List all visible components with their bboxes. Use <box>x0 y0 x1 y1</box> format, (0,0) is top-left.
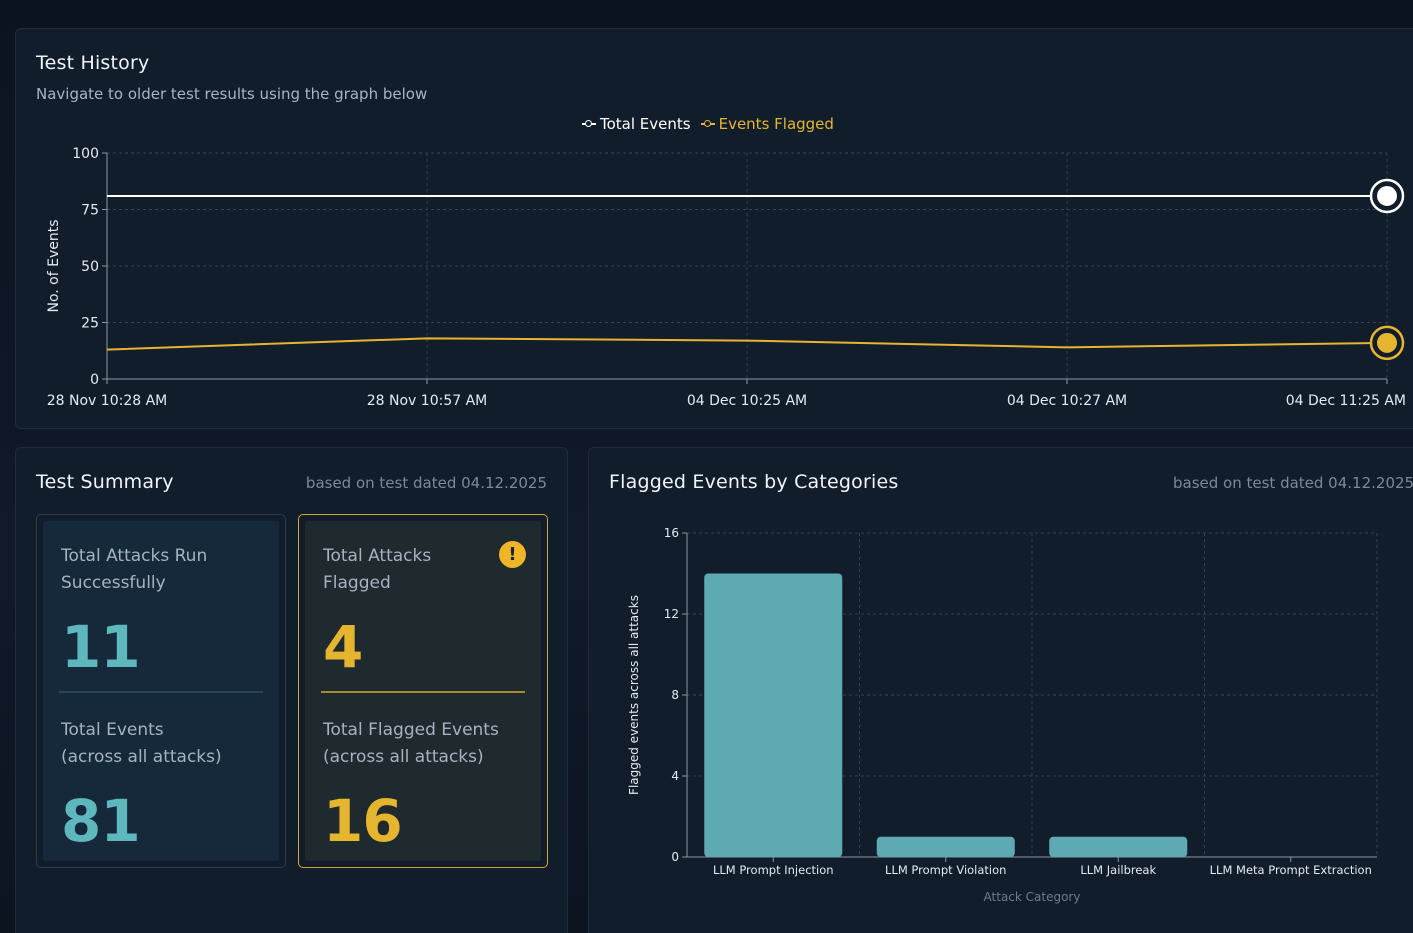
attacks-run-count: 11 <box>61 613 141 681</box>
label-line-1: Total Attacks Run <box>61 546 208 566</box>
y-axis-label: No. of Events <box>46 219 62 312</box>
history-line-chart[interactable]: 0 25 50 75 100 28 Nov 10:28 AM 28 Nov 10:57 AM… <box>16 29 1413 429</box>
label-line-2: (across all attacks) <box>323 747 484 767</box>
legend-label: Total Events <box>600 115 691 133</box>
label-line-2: (across all attacks) <box>61 747 222 767</box>
y-tick-label: 0 <box>90 372 99 388</box>
bar[interactable] <box>1049 836 1188 857</box>
x-tick-label: 04 Dec 10:27 AM <box>1007 393 1127 409</box>
attacks-successful-card[interactable]: Total Attacks Run Successfully 11 Total … <box>36 514 286 868</box>
legend-label: Events Flagged <box>718 115 834 133</box>
x-tick-label: 28 Nov 10:28 AM <box>47 393 168 409</box>
x-tick-label: 04 Dec 10:25 AM <box>687 393 807 409</box>
panel-title: Flagged Events by Categories <box>609 471 899 493</box>
flagged-categories-panel: Flagged Events by Categories based on te… <box>588 447 1413 933</box>
card-divider <box>321 691 525 693</box>
panel-subtitle: Navigate to older test results using the… <box>36 85 428 103</box>
bar[interactable] <box>876 836 1015 857</box>
card-label: Total Attacks Flagged <box>323 543 431 597</box>
test-date-meta: based on test dated 04.12.2025 <box>305 474 547 492</box>
attacks-flagged-card[interactable]: Total Attacks Flagged ! 4 Total Flagged … <box>298 514 548 868</box>
test-summary-panel: Test Summary based on test dated 04.12.2… <box>15 447 568 933</box>
line-marker-icon <box>582 119 596 129</box>
y-tick-label: 4 <box>671 769 679 783</box>
label-line-1: Total Attacks <box>323 546 432 566</box>
card-body: Total Attacks Flagged ! 4 Total Flagged … <box>305 521 541 861</box>
label-line-2: Flagged <box>323 573 391 593</box>
panel-title: Test Summary <box>36 471 174 493</box>
data-point <box>1377 332 1397 353</box>
x-tick-label: LLM Jailbreak <box>1080 863 1156 877</box>
card-label: Total Attacks Run Successfully <box>61 543 207 597</box>
legend-item-events-flagged[interactable]: Events Flagged <box>700 115 834 133</box>
attacks-flagged-count: 4 <box>323 613 363 681</box>
data-point <box>1377 185 1397 206</box>
categories-bar-chart[interactable]: 0 4 8 12 16 LLM Prompt Injection LLM Prompt Vi… <box>589 448 1413 933</box>
panel-title: Test History <box>36 52 150 74</box>
label-line-2: Successfully <box>61 573 166 593</box>
x-tick-label: LLM Meta Prompt Extraction <box>1210 863 1372 877</box>
card-divider <box>59 691 263 693</box>
y-tick-label: 50 <box>81 259 99 275</box>
bar[interactable] <box>704 573 843 858</box>
alert-icon: ! <box>499 541 526 568</box>
y-tick-label: 0 <box>671 850 679 864</box>
y-axis-label: Flagged events across all attacks <box>627 595 641 795</box>
test-date-meta: based on test dated 04.12.2025 <box>1173 474 1413 492</box>
x-tick-label: 04 Dec 11:25 AM <box>1286 393 1406 409</box>
y-tick-label: 16 <box>664 526 679 540</box>
card-body: Total Attacks Run Successfully 11 Total … <box>43 521 279 861</box>
label-line-1: Total Events <box>61 720 164 740</box>
series-events-flagged <box>106 337 1388 351</box>
total-events-count: 81 <box>61 787 141 855</box>
flagged-events-count: 16 <box>323 787 403 855</box>
x-tick-label: 28 Nov 10:57 AM <box>367 393 488 409</box>
y-tick-label: 8 <box>671 688 679 702</box>
y-tick-label: 75 <box>81 203 99 219</box>
legend-item-total-events[interactable]: Total Events <box>582 115 691 133</box>
test-history-panel: Test History Navigate to older test resu… <box>15 28 1413 429</box>
y-tick-label: 12 <box>664 607 679 621</box>
label-line-1: Total Flagged Events <box>323 720 499 740</box>
chart-legend: Total Events Events Flagged <box>582 115 834 133</box>
y-tick-label: 25 <box>81 316 99 332</box>
card-label: Total Events (across all attacks) <box>61 717 222 771</box>
x-tick-label: LLM Prompt Violation <box>885 863 1006 877</box>
x-axis-label: Attack Category <box>984 890 1081 904</box>
x-tick-label: LLM Prompt Injection <box>713 863 834 877</box>
y-tick-label: 100 <box>72 146 99 162</box>
line-marker-icon <box>700 119 715 129</box>
card-label: Total Flagged Events (across all attacks… <box>323 717 499 771</box>
